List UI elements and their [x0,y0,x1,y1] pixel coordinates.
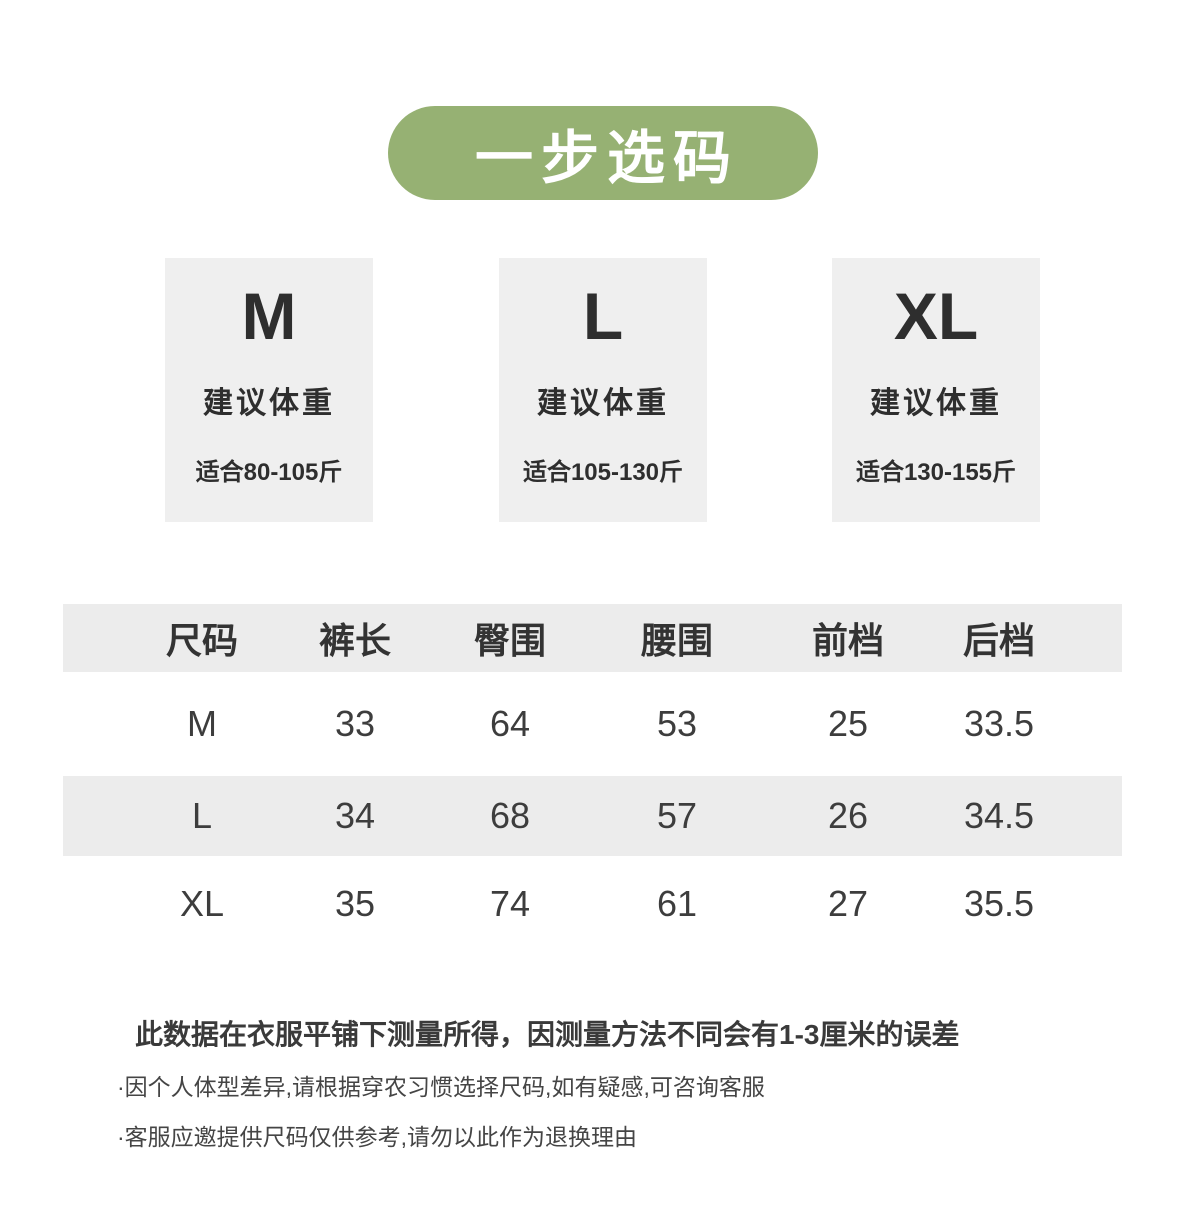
size-card-xl: XL 建议体重 适合130-155斤 [832,258,1040,522]
header-cell-waist: 腰围 [640,620,714,661]
header-cell-back-rise: 后档 [962,620,1036,661]
table-row-m: M 33 64 53 25 33.5 [63,672,1122,776]
size-card-m: M 建议体重 适合80-105斤 [165,258,373,522]
table-cell: 61 [656,883,698,924]
header-cell-size: 尺码 [165,620,239,661]
note-item: ·客服应邀提供尺码仅供参考,请勿以此作为退换理由 [117,1124,638,1150]
table-cell: 64 [489,703,531,744]
table-cell: 34 [334,795,376,836]
table-cell: 33.5 [963,703,1035,744]
size-table: 尺码 裤长 臀围 腰围 前档 后档 M 33 64 53 25 33.5 L 3… [63,604,1122,952]
page-title: 一步选码 [474,126,739,191]
note-measurement-tolerance: 此数据在衣服平铺下测量所得，因测量方法不同会有1-3厘米的误差 [135,1019,960,1050]
size-card-subtitle: 建议体重 [870,387,1002,420]
table-header-row: 尺码 裤长 臀围 腰围 前档 后档 [63,604,1122,672]
table-row-xl: XL 35 74 61 27 35.5 [63,856,1122,952]
table-cell: 57 [656,795,698,836]
size-card-letter: L [582,279,624,353]
table-cell: 27 [827,883,869,924]
table-cell: L [191,795,213,836]
table-row-l: L 34 68 57 26 34.5 [63,776,1122,856]
size-card-letter: M [241,279,297,353]
table-cell: 35.5 [963,883,1035,924]
size-card-weight-range: 适合80-105斤 [195,459,343,486]
table-cell: 68 [489,795,531,836]
note-item: ·因个人体型差异,请根据穿农习惯选择尺码,如有疑感,可咨询客服 [117,1074,765,1100]
table-cell: 34.5 [963,795,1035,836]
header-cell-front-rise: 前档 [811,620,885,661]
table-cell: 53 [656,703,698,744]
table-cell: 33 [334,703,376,744]
table-cell: 74 [489,883,531,924]
header-cell-pant-length: 裤长 [318,620,392,661]
size-card-weight-range: 适合130-155斤 [855,459,1017,486]
header-cell-hip: 臀围 [473,620,547,661]
table-cell: 35 [334,883,376,924]
size-card-subtitle: 建议体重 [537,387,669,420]
size-card-letter: XL [893,279,979,353]
table-cell: XL [179,883,225,924]
size-card-subtitle: 建议体重 [203,387,335,420]
table-cell: 25 [827,703,869,744]
table-cell: M [187,703,217,744]
table-cell: 26 [827,795,869,836]
size-card-weight-range: 适合105-130斤 [522,459,684,486]
size-card-l: L 建议体重 适合105-130斤 [499,258,707,522]
title-pill: 一步选码 [388,106,818,200]
